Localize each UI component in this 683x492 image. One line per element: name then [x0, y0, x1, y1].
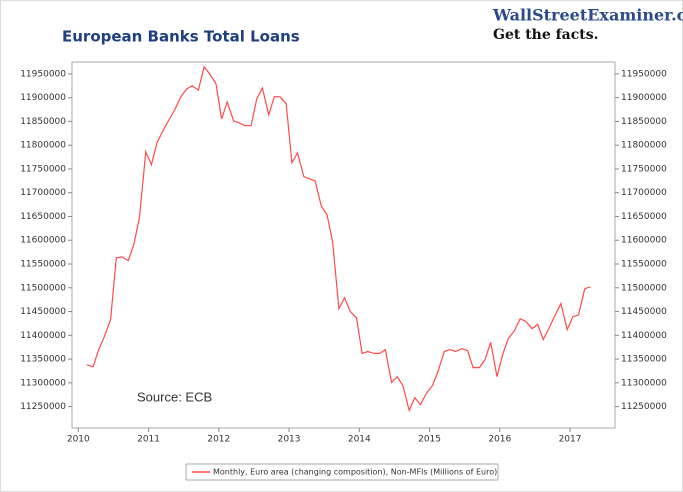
y-tick-label: 11300000: [20, 378, 66, 388]
legend: [185, 463, 499, 481]
y-tick-label: 11700000: [20, 188, 66, 198]
y-tick-label: 11800000: [20, 141, 66, 151]
x-tick-label: 2011: [137, 435, 160, 445]
y2-tick-label: 11900000: [621, 93, 667, 103]
y-tick-label: 11950000: [20, 69, 66, 79]
x-tick-label: 2013: [278, 435, 301, 445]
data-line: [86, 65, 591, 413]
y-tick-label: 11600000: [20, 236, 66, 246]
y2-tick-label: 11450000: [621, 307, 667, 317]
x-tick-label: 2014: [348, 435, 371, 445]
y2-tick-label: 11350000: [621, 355, 667, 365]
y2-tick-label: 11600000: [621, 236, 667, 246]
y2-tick-label: 11650000: [621, 212, 667, 222]
y-tick-label: 11500000: [20, 283, 66, 293]
y2-tick-label: 11850000: [621, 117, 667, 127]
y2-tick-label: 11750000: [621, 164, 667, 174]
y-tick-label: 11550000: [20, 260, 66, 270]
y2-tick-label: 11300000: [621, 378, 667, 388]
plot-frame: [71, 61, 616, 429]
y2-tick-label: 11400000: [621, 331, 667, 341]
y-tick-label: 11850000: [20, 117, 66, 127]
legend-label: Monthly, Euro area (changing composition…: [213, 468, 497, 477]
x-tick-label: 2015: [418, 435, 441, 445]
x-tick-label: 2016: [488, 435, 511, 445]
y2-tick-label: 11550000: [621, 260, 667, 270]
y2-tick-label: 11250000: [621, 402, 667, 412]
annotation: Source: ECB: [137, 389, 212, 404]
y-tick-label: 11900000: [20, 93, 66, 103]
x-tick-label: 2010: [67, 435, 90, 445]
x-tick-label: 2012: [207, 435, 230, 445]
y2-tick-label: 11950000: [621, 69, 667, 79]
y-tick-label: 11450000: [20, 307, 66, 317]
y-tick-label: 11350000: [20, 355, 66, 365]
y-tick-label: 11400000: [20, 331, 66, 341]
y-tick-label: 11250000: [20, 402, 66, 412]
chart-title: European Banks Total Loans: [62, 28, 300, 46]
y-tick-label: 11650000: [20, 212, 66, 222]
x-tick-label: 2017: [559, 435, 582, 445]
watermark-tagline: Get the facts.: [493, 27, 598, 43]
y-tick-label: 11750000: [20, 164, 66, 174]
watermark: WallStreetExaminer.com: [492, 6, 683, 25]
y2-tick-label: 11500000: [621, 283, 667, 293]
y2-tick-label: 11800000: [621, 141, 667, 151]
y2-tick-label: 11700000: [621, 188, 667, 198]
